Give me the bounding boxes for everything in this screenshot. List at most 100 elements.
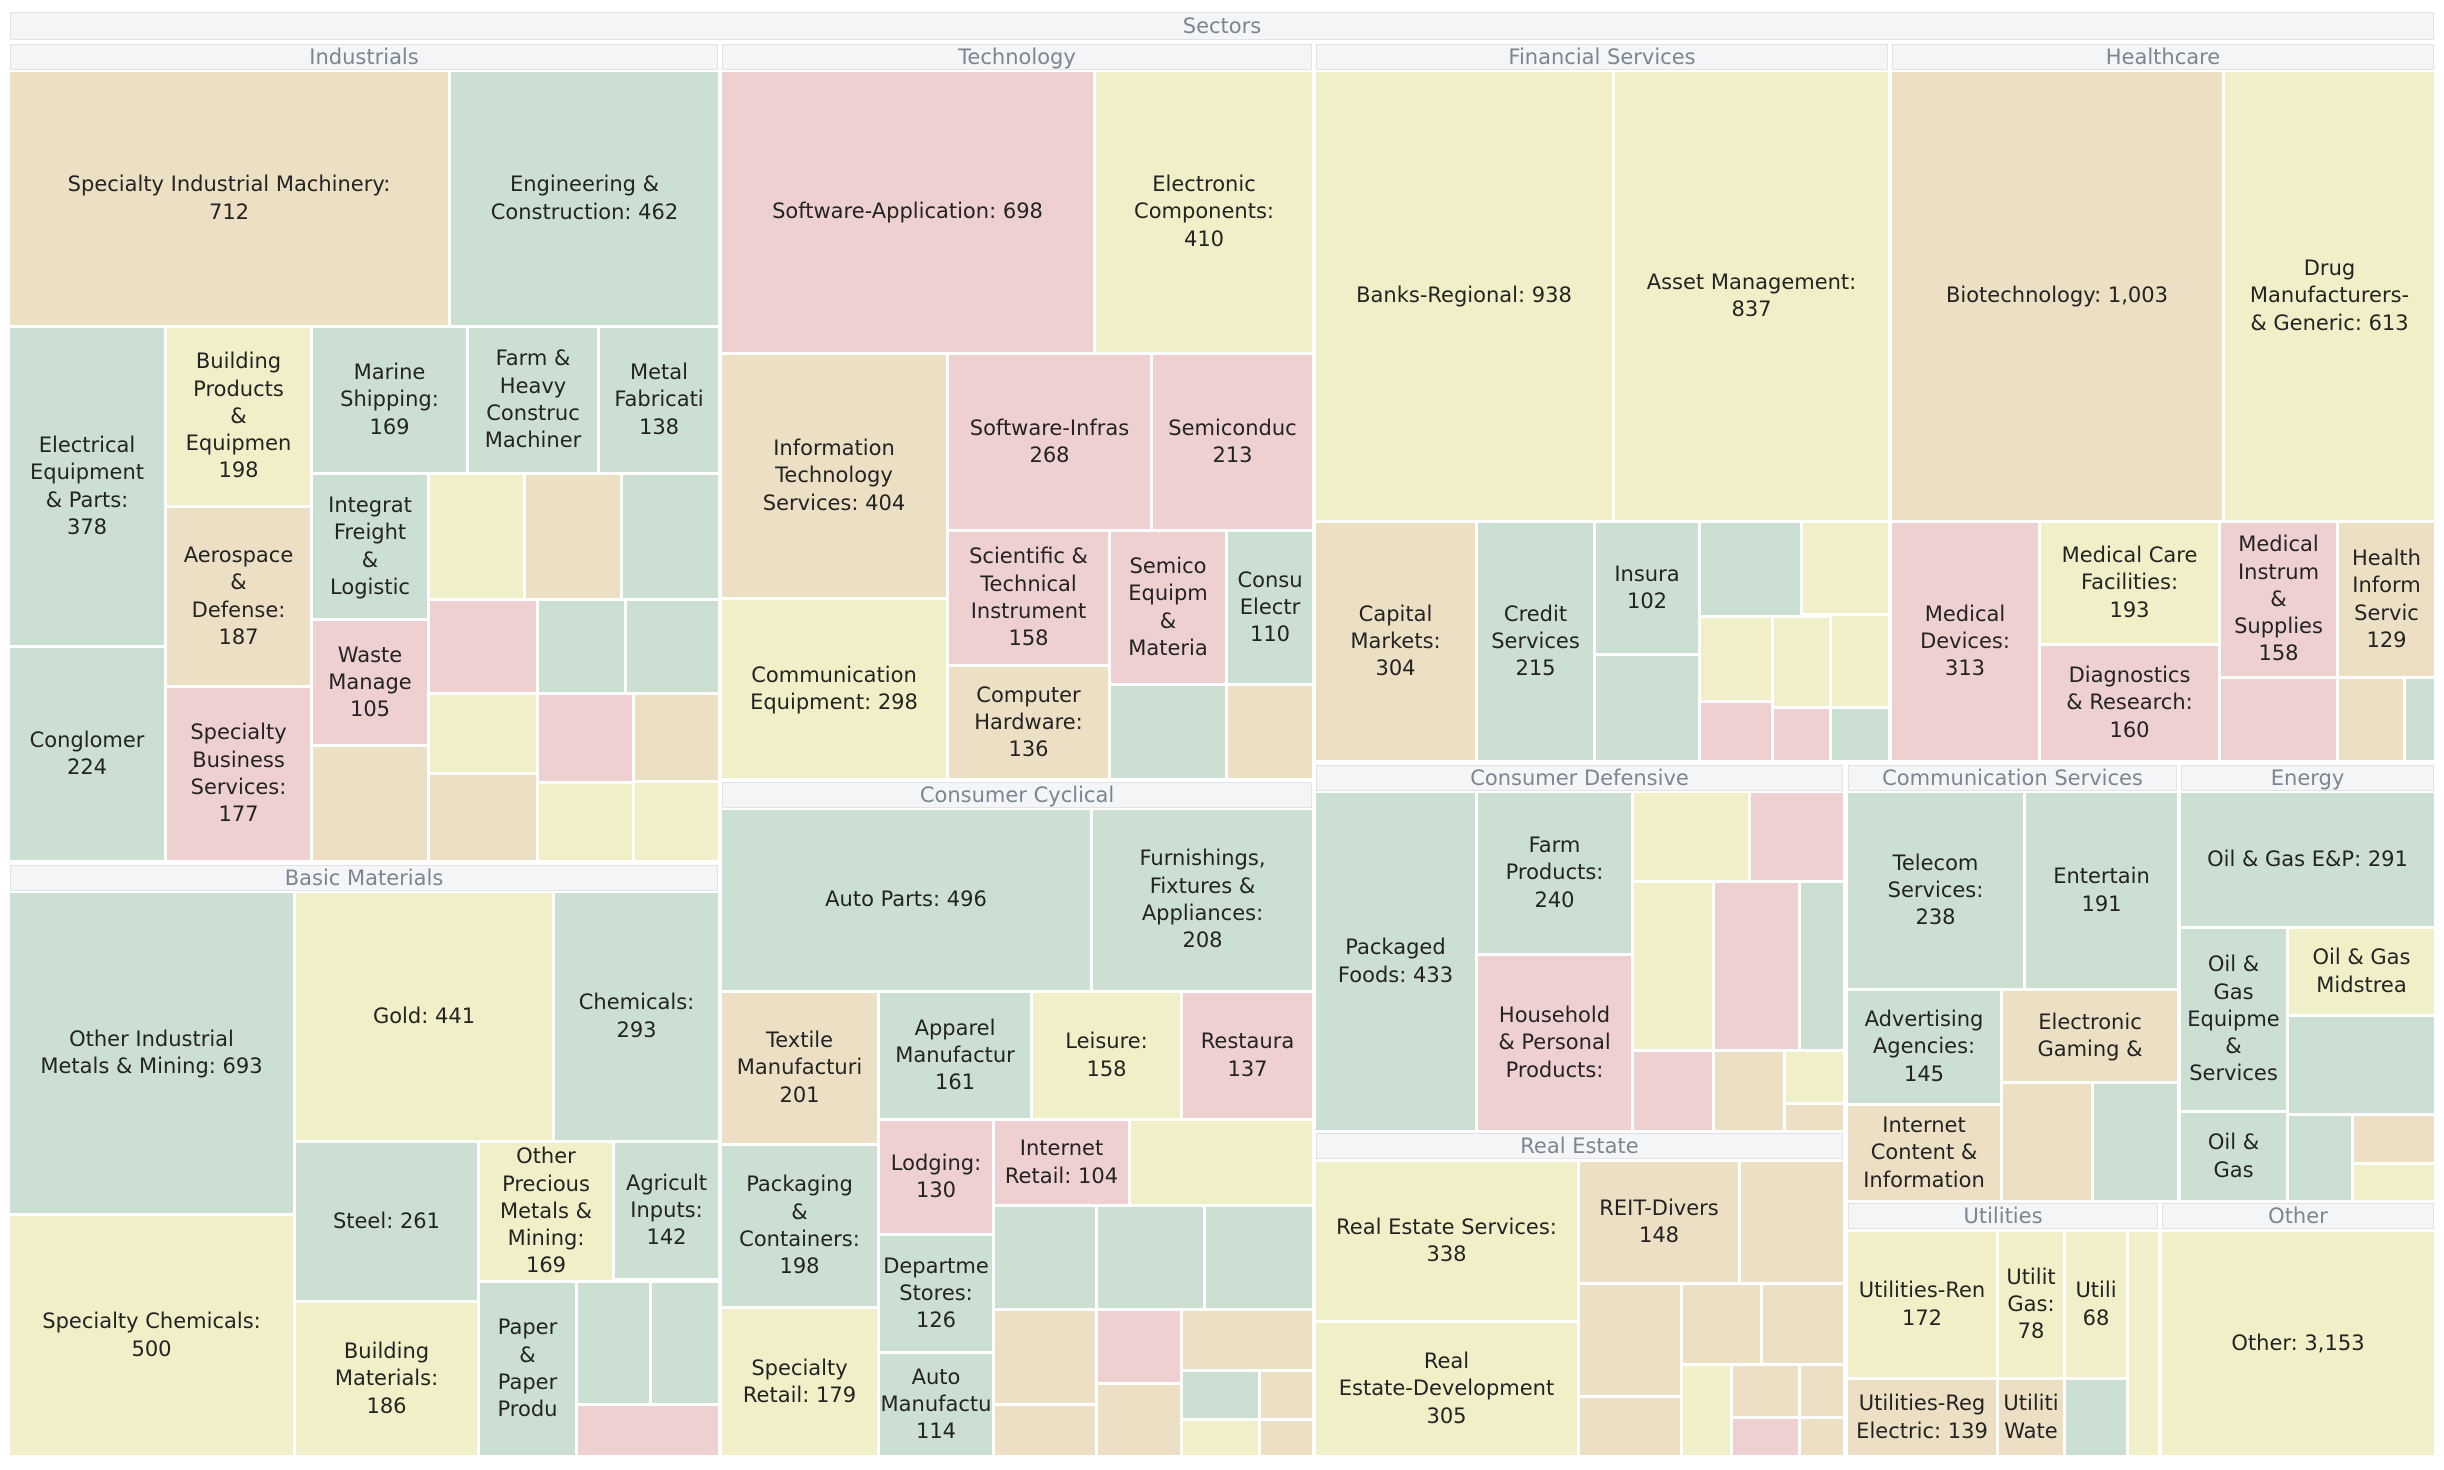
tile-oil[interactable]: Oil & Gas Equipme & Services [2181, 929, 2286, 1110]
tile-gold-441[interactable]: Gold: 441 [296, 893, 552, 1140]
tile-unlabeled[interactable] [1715, 1052, 1783, 1130]
sector-header-consumer-defensive[interactable]: Consumer Defensive [1316, 765, 1843, 791]
tile-other-industrial[interactable]: Other Industrial Metals & Mining: 693 [10, 893, 293, 1213]
tile-other-3-153[interactable]: Other: 3,153 [2162, 1232, 2434, 1455]
tile-unlabeled[interactable] [539, 601, 624, 692]
tile-unlabeled[interactable] [2339, 679, 2403, 760]
tile-unlabeled[interactable] [1098, 1207, 1203, 1308]
tile-unlabeled[interactable] [635, 695, 718, 780]
tile-electronic[interactable]: Electronic Gaming & [2003, 991, 2177, 1081]
tile-chemicals[interactable]: Chemicals: 293 [555, 893, 718, 1140]
tile-utilit[interactable]: Utilit Gas: 78 [1999, 1232, 2063, 1377]
tile-unlabeled[interactable] [1801, 1366, 1843, 1416]
tile-unlabeled[interactable] [539, 784, 632, 860]
tile-unlabeled[interactable] [1733, 1366, 1798, 1416]
tile-unlabeled[interactable] [635, 783, 718, 860]
tile-utiliti[interactable]: Utiliti Wate [1999, 1380, 2063, 1455]
tile-advertising[interactable]: Advertising Agencies: 145 [1848, 991, 2000, 1103]
tile-unlabeled[interactable] [1261, 1372, 1312, 1418]
tile-unlabeled[interactable] [1786, 1052, 1843, 1102]
tile-communication[interactable]: Communication Equipment: 298 [722, 600, 946, 778]
sector-header-communication-services[interactable]: Communication Services [1848, 765, 2177, 791]
tile-unlabeled[interactable] [1683, 1366, 1730, 1455]
sector-header-other[interactable]: Other [2162, 1203, 2434, 1229]
tile-unlabeled[interactable] [2066, 1380, 2126, 1455]
tile-packaged[interactable]: Packaged Foods: 433 [1316, 793, 1475, 1130]
tile-unlabeled[interactable] [430, 601, 536, 692]
tile-unlabeled[interactable] [430, 475, 523, 598]
tile-oil[interactable]: Oil & Gas [2181, 1113, 2286, 1200]
tile-information[interactable]: Information Technology Services: 404 [722, 355, 946, 597]
tile-unlabeled[interactable] [1596, 656, 1698, 760]
tile-agricult[interactable]: Agricult Inputs: 142 [615, 1143, 718, 1278]
tile-unlabeled[interactable] [1832, 616, 1888, 706]
tile-banks-regional-938[interactable]: Banks-Regional: 938 [1316, 72, 1612, 520]
tile-specialty[interactable]: Specialty Retail: 179 [722, 1309, 877, 1455]
sector-header-financial-services[interactable]: Financial Services [1316, 44, 1888, 70]
tile-utili[interactable]: Utili 68 [2066, 1232, 2126, 1377]
tile-unlabeled[interactable] [1774, 618, 1829, 706]
tile-lodging[interactable]: Lodging: 130 [880, 1121, 992, 1233]
tile-conglomer[interactable]: Conglomer 224 [10, 648, 164, 860]
tile-biotechnology-1-003[interactable]: Biotechnology: 1,003 [1892, 72, 2222, 520]
tile-oil-gas[interactable]: Oil & Gas Midstrea [2289, 929, 2434, 1014]
tile-unlabeled[interactable] [1774, 709, 1829, 760]
tile-semiconduc[interactable]: Semiconduc 213 [1153, 355, 1312, 529]
tile-unlabeled[interactable] [1183, 1311, 1312, 1369]
tile-unlabeled[interactable] [1801, 883, 1843, 1049]
tile-unlabeled[interactable] [1832, 709, 1888, 760]
tile-unlabeled[interactable] [578, 1406, 718, 1455]
tile-unlabeled[interactable] [1228, 686, 1312, 778]
tile-unlabeled[interactable] [1131, 1121, 1312, 1204]
tile-electronic[interactable]: Electronic Components: 410 [1096, 72, 1312, 352]
tile-aerospace[interactable]: Aerospace & Defense: 187 [167, 508, 310, 685]
tile-semico[interactable]: Semico Equipm & Materia [1111, 532, 1225, 683]
tile-farm[interactable]: Farm & Heavy Construc Machiner [469, 328, 597, 472]
tile-packaging[interactable]: Packaging & Containers: 198 [722, 1146, 877, 1306]
sector-header-technology[interactable]: Technology [722, 44, 1312, 70]
tile-other[interactable]: Other Precious Metals & Mining: 169 [480, 1143, 612, 1280]
tile-unlabeled[interactable] [1701, 703, 1771, 760]
tile-specialty[interactable]: Specialty Business Services: 177 [167, 688, 310, 860]
tile-consu[interactable]: Consu Electr 110 [1228, 532, 1312, 683]
sector-header-real-estate[interactable]: Real Estate [1316, 1133, 1843, 1159]
tile-unlabeled[interactable] [2289, 1116, 2351, 1200]
tile-specialty-chemicals[interactable]: Specialty Chemicals: 500 [10, 1216, 293, 1455]
tile-scientific[interactable]: Scientific & Technical Instrument 158 [949, 532, 1108, 664]
tile-unlabeled[interactable] [1111, 686, 1225, 778]
tile-capital[interactable]: Capital Markets: 304 [1316, 523, 1475, 760]
tile-textile[interactable]: Textile Manufacturi 201 [722, 993, 877, 1143]
tile-unlabeled[interactable] [539, 695, 632, 781]
tile-unlabeled[interactable] [1701, 523, 1800, 615]
tile-unlabeled[interactable] [1634, 1052, 1712, 1130]
tile-medical-care[interactable]: Medical Care Facilities: 193 [2041, 523, 2218, 643]
tile-unlabeled[interactable] [1206, 1207, 1312, 1308]
tile-asset-management[interactable]: Asset Management: 837 [1615, 72, 1888, 520]
tile-reit-divers[interactable]: REIT-Divers 148 [1580, 1162, 1738, 1282]
tile-software-infras[interactable]: Software-Infras 268 [949, 355, 1150, 529]
tile-unlabeled[interactable] [578, 1283, 649, 1403]
tile-unlabeled[interactable] [623, 475, 718, 598]
tile-computer[interactable]: Computer Hardware: 136 [949, 667, 1108, 778]
tile-software-application-698[interactable]: Software-Application: 698 [722, 72, 1093, 352]
tile-integrat[interactable]: Integrat Freight & Logistic [313, 475, 427, 618]
tile-unlabeled[interactable] [1098, 1311, 1180, 1382]
tile-unlabeled[interactable] [1580, 1285, 1680, 1395]
tile-unlabeled[interactable] [627, 601, 718, 692]
tile-unlabeled[interactable] [1098, 1385, 1180, 1455]
tile-unlabeled[interactable] [313, 747, 427, 860]
tile-unlabeled[interactable] [526, 475, 620, 598]
tile-unlabeled[interactable] [1634, 793, 1748, 880]
tile-utilities-reg[interactable]: Utilities-Reg Electric: 139 [1848, 1380, 1996, 1455]
tile-unlabeled[interactable] [652, 1283, 718, 1403]
tile-unlabeled[interactable] [1701, 618, 1771, 700]
tile-household[interactable]: Household & Personal Products: [1478, 956, 1631, 1130]
tile-unlabeled[interactable] [1801, 1419, 1843, 1455]
tile-unlabeled[interactable] [2003, 1084, 2091, 1200]
tile-unlabeled[interactable] [430, 695, 536, 772]
tile-furnishings[interactable]: Furnishings, Fixtures & Appliances: 208 [1093, 810, 1312, 990]
tile-unlabeled[interactable] [1580, 1398, 1680, 1455]
tile-electrical[interactable]: Electrical Equipment & Parts: 378 [10, 328, 164, 645]
tile-specialty-industrial-machinery[interactable]: Specialty Industrial Machinery: 712 [10, 72, 448, 325]
tile-departme[interactable]: Departme Stores: 126 [880, 1236, 992, 1351]
